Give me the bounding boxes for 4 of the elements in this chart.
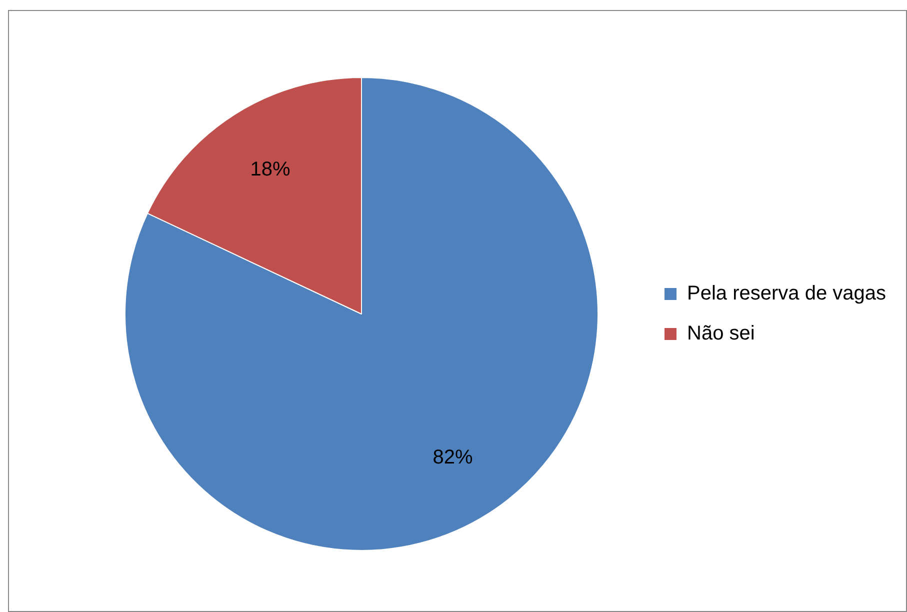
data-label: 82% <box>432 446 473 468</box>
legend-label: Pela reserva de vagas <box>686 282 886 305</box>
data-label: 18% <box>250 158 290 181</box>
legend-label: Não sei <box>686 322 755 345</box>
